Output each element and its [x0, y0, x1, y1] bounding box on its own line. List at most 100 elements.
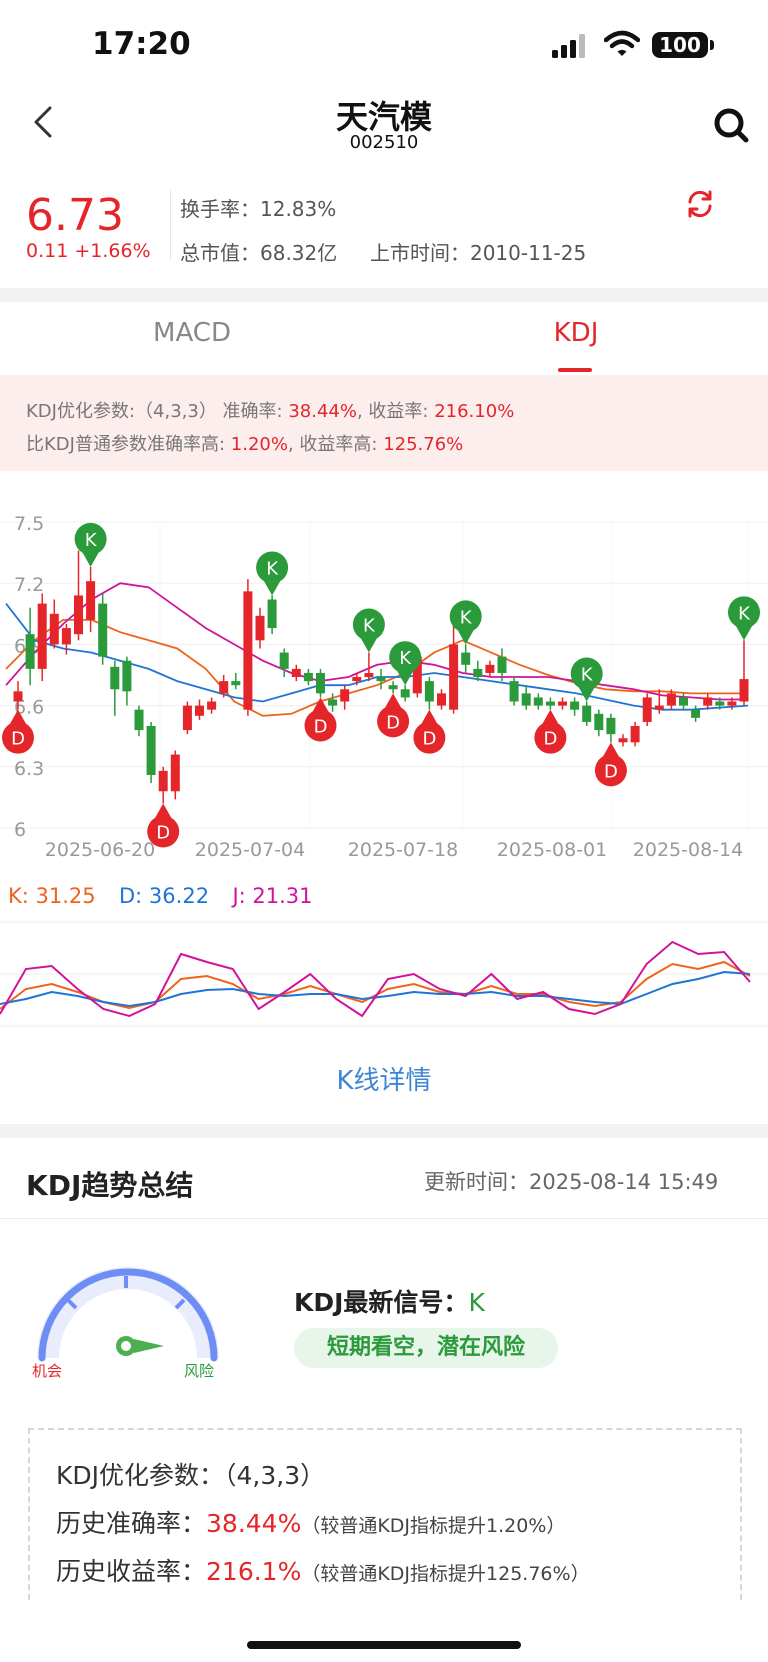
x-tick-label: 2025-08-01 [497, 839, 607, 858]
candle [243, 591, 253, 710]
candle [570, 701, 580, 710]
marker-pin [74, 522, 107, 555]
status-bar: 17:20 100 [0, 0, 768, 88]
candle [98, 603, 108, 657]
stock-name: 天汽模 [335, 98, 432, 136]
param-label: KDJ优化参数： [56, 1461, 225, 1490]
marker-pin [377, 705, 410, 738]
marker-label: K [738, 603, 751, 624]
candle [594, 713, 604, 731]
candle [328, 699, 338, 706]
y-tick-label: 6.3 [14, 758, 44, 780]
candle [74, 595, 83, 635]
back-icon[interactable] [30, 104, 56, 140]
notice-line-2: 比KDJ普通参数准确率高: 1.20%, 收益率高: 125.76% [26, 430, 463, 456]
marker-tail [359, 636, 378, 653]
summary-divider [0, 1218, 768, 1219]
ma-line [5, 582, 748, 701]
candle [316, 672, 325, 694]
tab-macd[interactable]: MACD [153, 318, 231, 348]
param-label: 历史收益率： [56, 1557, 207, 1586]
marker-label: K [85, 530, 98, 551]
market-info: 总市值：68.32亿 上市时间：2010-11-25 [180, 237, 586, 266]
marker-pin [594, 754, 627, 787]
marker-label: D [11, 729, 25, 750]
candle [533, 697, 543, 706]
candle [376, 677, 386, 682]
candle [267, 599, 277, 629]
candle [182, 705, 192, 731]
candle [291, 668, 301, 678]
marker-pin [534, 721, 567, 754]
params-box [28, 1428, 742, 1600]
candle [739, 679, 749, 702]
candle [654, 705, 664, 710]
search-icon[interactable] [712, 106, 750, 144]
candle [582, 705, 592, 722]
j-value: J: 21.31 [232, 884, 313, 908]
marker-pin [304, 709, 337, 742]
candle [727, 701, 737, 706]
turnover-info: 换手率：12.83% [180, 193, 336, 222]
candle [340, 689, 350, 702]
turnover-label: 换手率： [180, 197, 260, 221]
candle [497, 656, 507, 673]
kline-detail-link[interactable]: K线详情 [336, 1066, 432, 1096]
param-label: 历史准确率： [56, 1509, 207, 1538]
battery-icon: 100 [652, 32, 714, 58]
candle [122, 660, 132, 692]
notice-text: , 收益率: [356, 401, 435, 422]
marker-pin [413, 721, 446, 754]
quote-divider [170, 190, 171, 260]
listing-label: 上市时间： [369, 241, 470, 265]
marker-tail [541, 709, 560, 726]
marker-tail [9, 709, 27, 726]
d-value: D: 36.22 [119, 884, 210, 908]
tab-active-indicator [558, 368, 592, 372]
d-signal-marker: D [534, 709, 567, 754]
tab-kdj[interactable]: KDJ [553, 318, 599, 348]
marker-tail [735, 624, 753, 641]
x-tick-label: 2025-08-14 [633, 839, 743, 858]
kdj-line-chart[interactable] [0, 918, 768, 1030]
candle [279, 652, 289, 669]
y-tick-label: 7.2 [14, 574, 44, 596]
param-line-2: 历史准确率：38.44%（较普通KDJ指标提升1.20%） [56, 1504, 565, 1540]
candle [49, 613, 59, 645]
k-value: K: 31.25 [8, 884, 96, 908]
candle [545, 701, 555, 706]
turnover-value: 12.83% [260, 197, 337, 221]
candle [412, 656, 422, 694]
marker-pin [147, 815, 180, 848]
mktcap-value: 68.32亿 [260, 241, 338, 265]
marker-label: K [399, 648, 412, 669]
kdj-legend: K: 31.25 D: 36.22 J: 21.31 [8, 884, 313, 908]
marker-label: K [363, 616, 376, 637]
marker-pin [570, 657, 603, 690]
candlestick-chart[interactable]: 7.57.26.96.66.362025-06-202025-07-042025… [0, 498, 768, 858]
d-signal-marker: D [377, 693, 410, 738]
marker-pin [256, 551, 289, 584]
wifi-icon [604, 30, 640, 56]
notice-accuracy: 38.44% [288, 401, 357, 422]
candle [207, 701, 217, 710]
current-price: 6.73 [26, 190, 124, 241]
mktcap-label: 总市值： [180, 241, 260, 265]
candle [110, 666, 120, 690]
candle [703, 697, 713, 706]
kdj-k-line [0, 960, 751, 1010]
refresh-icon[interactable] [684, 188, 716, 220]
param-value: （4,3,3） [224, 1461, 326, 1490]
candle [13, 691, 23, 702]
x-tick-label: 2025-06-20 [45, 839, 155, 858]
marker-tail [384, 693, 403, 710]
candle [170, 754, 180, 792]
candle [158, 770, 168, 792]
x-tick-label: 2025-07-18 [348, 839, 458, 858]
return-note: （较普通KDJ指标提升125.76%） [301, 1563, 590, 1585]
candle [146, 726, 156, 775]
gauge-label-risk: 风险 [184, 1362, 215, 1380]
candle [618, 738, 628, 743]
marker-label: D [156, 823, 170, 844]
home-indicator[interactable] [247, 1641, 521, 1649]
